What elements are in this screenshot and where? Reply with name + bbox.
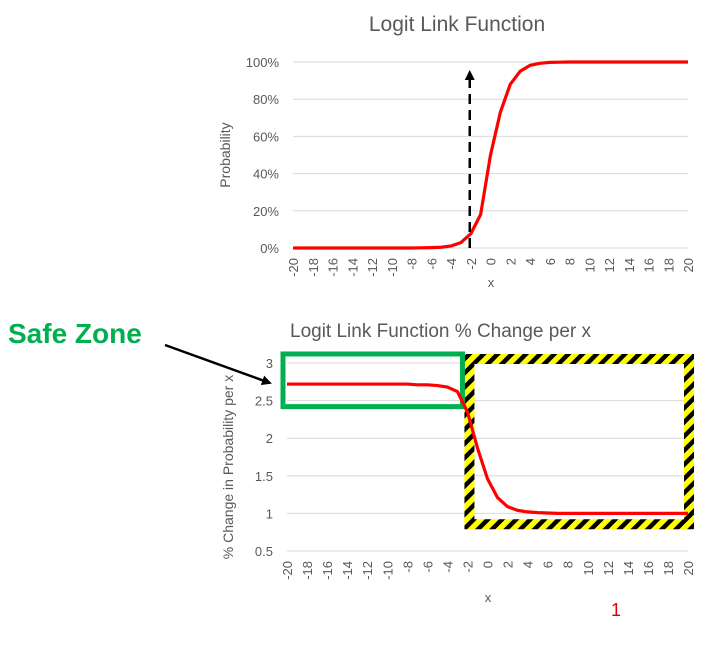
y-axis-label: % Change in Probability per x <box>220 375 236 559</box>
x-tick-label: -4 <box>440 561 455 573</box>
x-axis-label: x <box>488 275 495 290</box>
x-tick-label: 12 <box>601 561 616 575</box>
x-tick-label: -2 <box>460 561 475 573</box>
series-line <box>287 382 688 516</box>
y-tick-label: 40% <box>253 167 279 182</box>
x-tick-label: -14 <box>345 258 360 277</box>
x-tick-label: 10 <box>581 561 596 575</box>
x-tick-label: -12 <box>360 561 375 580</box>
x-tick-label: -12 <box>365 258 380 277</box>
chart-title: Logit Link Function % Change per x <box>290 321 592 342</box>
x-tick-label: -6 <box>424 258 439 270</box>
safe-zone-arrow <box>164 343 272 385</box>
footnote-label: 1 <box>611 600 621 620</box>
y-tick-label: 3 <box>266 356 273 371</box>
y-tick-label: 0% <box>260 241 279 256</box>
x-tick-label: -8 <box>405 258 420 270</box>
x-tick-label: -18 <box>300 561 315 580</box>
safe-zone-label: Safe Zone <box>8 318 142 349</box>
x-tick-label: 12 <box>602 258 617 272</box>
y-tick-labels: 0% 20% 40% 60% 80% 100% <box>246 55 280 256</box>
x-tick-label: 0 <box>481 561 496 568</box>
x-tick-label: 8 <box>563 258 578 265</box>
y-tick-label: 2.5 <box>255 394 273 409</box>
x-tick-label: 10 <box>582 258 597 272</box>
x-tick-label: 18 <box>661 561 676 575</box>
y-tick-label: 1.5 <box>255 469 273 484</box>
x-tick-label: 8 <box>561 561 576 568</box>
x-tick-label: 14 <box>621 561 636 575</box>
x-tick-label: 20 <box>681 258 696 272</box>
x-tick-label: 4 <box>521 561 536 568</box>
y-tick-label: 100% <box>246 55 280 70</box>
x-tick-labels: -20 -18 -16 -14 -12 -10 -8 -6 -4 -2 0 2 4 6 8 10 12 14 16 1… <box>286 258 696 277</box>
series-line <box>293 60 688 250</box>
y-tick-label: 0.5 <box>255 544 273 559</box>
y-tick-label: 2 <box>266 431 273 446</box>
x-tick-label: 16 <box>642 258 657 272</box>
x-tick-label: 16 <box>641 561 656 575</box>
x-axis-label: x <box>485 590 492 605</box>
y-tick-label: 80% <box>253 92 279 107</box>
x-tick-label: -16 <box>320 561 335 580</box>
x-tick-label: 20 <box>681 561 696 575</box>
x-tick-labels: -20 -18 -16 -14 -12 -10 -8 -6 -4 -2 0 2 4 6 8 10 12 14 16 1… <box>280 561 696 580</box>
x-tick-label: 2 <box>503 258 518 265</box>
x-tick-label: 18 <box>661 258 676 272</box>
safe-zone-box <box>280 351 465 410</box>
x-tick-label: -10 <box>380 561 395 580</box>
y-tick-label: 60% <box>253 129 279 144</box>
logit-change-chart: Logit Link Function % Change per x 0.5 1 1… <box>220 321 696 605</box>
x-tick-label: -8 <box>400 561 415 573</box>
y-tick-labels: 0.5 1 1.5 2 2.5 3 <box>255 356 273 559</box>
series-line-path <box>293 60 688 250</box>
x-tick-label: -14 <box>340 561 355 580</box>
series-line-path <box>287 382 688 516</box>
x-tick-label: 2 <box>501 561 516 568</box>
x-tick-label: 14 <box>622 258 637 272</box>
grid <box>293 61 688 249</box>
marker-line <box>464 70 475 248</box>
x-tick-label: -20 <box>280 561 295 580</box>
marker-arrowhead <box>464 70 475 80</box>
x-tick-label: -6 <box>420 561 435 573</box>
x-tick-label: -4 <box>444 258 459 270</box>
y-tick-label: 1 <box>266 506 273 521</box>
regions <box>280 351 695 530</box>
x-tick-label: 6 <box>543 258 558 265</box>
x-tick-label: -18 <box>306 258 321 277</box>
logit-chart: Logit Link Function 0% 20% 40% 60% 80% 100% -… <box>217 13 696 290</box>
hazard-zone-box <box>464 353 695 530</box>
x-tick-label: -20 <box>286 258 301 277</box>
x-tick-label: 6 <box>541 561 556 568</box>
x-tick-label: -16 <box>326 258 341 277</box>
x-tick-label: 0 <box>484 258 499 265</box>
x-tick-label: 4 <box>523 258 538 265</box>
y-axis-label: Probability <box>217 122 233 187</box>
x-tick-label: -10 <box>385 258 400 277</box>
y-tick-label: 20% <box>253 204 279 219</box>
chart-title: Logit Link Function <box>369 13 545 36</box>
x-tick-label: -2 <box>464 258 479 270</box>
